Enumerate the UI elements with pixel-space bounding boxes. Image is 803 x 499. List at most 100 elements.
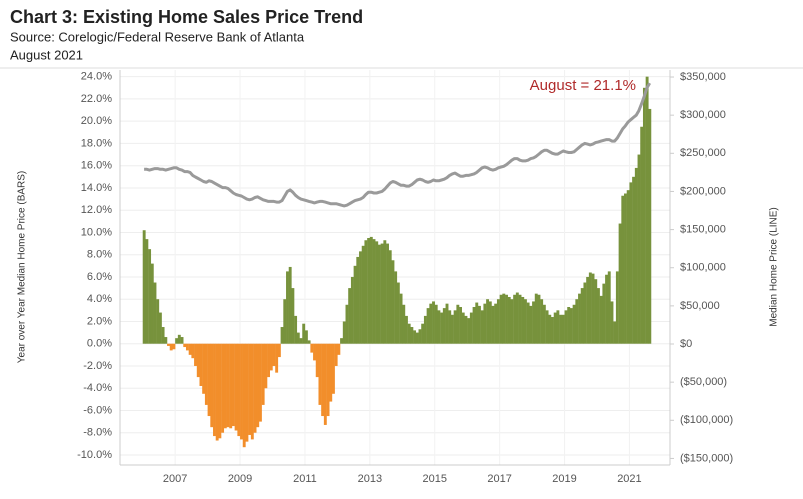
bar — [161, 327, 165, 344]
bar — [256, 343, 260, 428]
bar — [302, 323, 306, 344]
bar — [158, 312, 162, 344]
bar — [502, 293, 506, 344]
y2-axis-title: Median Home Price (LINE) — [769, 207, 780, 326]
bar — [304, 330, 308, 344]
bar — [594, 279, 598, 344]
bar — [391, 260, 395, 344]
bar — [534, 293, 538, 344]
bar — [426, 308, 430, 344]
bar — [486, 299, 490, 344]
bar — [396, 282, 400, 344]
bar — [618, 223, 622, 344]
bar — [299, 338, 303, 344]
y-tick-label: -6.0% — [83, 404, 112, 416]
bar — [258, 343, 262, 422]
y-tick-label: 2.0% — [87, 315, 112, 327]
bar — [375, 241, 379, 344]
bar — [572, 304, 576, 344]
bar — [532, 301, 535, 344]
bar — [634, 167, 638, 344]
bar — [283, 299, 287, 344]
bar — [307, 340, 311, 344]
bar — [407, 323, 411, 344]
y-axis-title: Year over Year Median Home Price (BARS) — [17, 171, 28, 364]
chart-title: Chart 3: Existing Home Sales Price Trend — [10, 7, 363, 27]
bar — [183, 343, 187, 348]
y2-tick-label: ($100,000) — [680, 414, 733, 426]
bar — [437, 310, 441, 344]
bar — [380, 243, 384, 344]
bar — [364, 240, 368, 344]
bar — [188, 343, 192, 355]
price-line — [144, 82, 651, 208]
bar — [383, 240, 387, 344]
bar — [599, 295, 603, 344]
chart-date: August 2021 — [10, 47, 83, 62]
bar — [177, 334, 181, 344]
bar — [523, 299, 527, 344]
bar — [331, 343, 335, 394]
bar — [613, 321, 617, 344]
bar — [334, 343, 338, 366]
bar — [526, 302, 530, 344]
bar — [194, 343, 197, 366]
bar — [461, 312, 465, 344]
x-tick-label: 2013 — [358, 473, 382, 485]
bar — [621, 195, 625, 344]
bar — [250, 343, 254, 440]
y-tick-label: 24.0% — [81, 71, 112, 83]
bar — [580, 288, 584, 344]
bar — [218, 343, 222, 439]
bar — [372, 239, 376, 344]
bar — [448, 310, 452, 344]
x-tick-label: 2009 — [228, 473, 252, 485]
bar — [475, 302, 479, 344]
bar — [518, 294, 522, 344]
y-tick-label: 10.0% — [81, 226, 112, 238]
bar — [642, 87, 646, 344]
bar — [248, 343, 252, 435]
bar — [483, 303, 487, 344]
bar — [440, 312, 444, 344]
bar — [223, 343, 227, 429]
bar — [291, 288, 295, 344]
bar — [588, 272, 592, 344]
x-tick-label: 2021 — [617, 473, 641, 485]
y-tick-label: 16.0% — [81, 160, 112, 172]
y-tick-label: 20.0% — [81, 115, 112, 127]
bar — [640, 126, 644, 344]
bar — [388, 250, 392, 344]
bar — [494, 303, 498, 344]
bar — [418, 329, 422, 344]
bar — [421, 323, 425, 344]
bar — [226, 343, 230, 428]
chart-subtitle: Source: Corelogic/Federal Reserve Bank o… — [10, 29, 305, 44]
y2-tick-label: $250,000 — [680, 147, 726, 159]
bar — [478, 305, 481, 344]
bar — [615, 271, 619, 344]
bar — [318, 343, 322, 405]
bar — [213, 343, 216, 437]
bar — [267, 343, 270, 378]
bar — [348, 288, 352, 344]
bar — [175, 338, 179, 344]
y-tick-label: -8.0% — [83, 427, 112, 439]
bar — [586, 276, 590, 344]
bar — [553, 312, 557, 344]
bar — [245, 343, 249, 442]
bar — [605, 274, 609, 344]
y-tick-label: 12.0% — [81, 204, 112, 216]
bar — [537, 294, 541, 344]
bar — [469, 312, 473, 344]
bar — [442, 308, 446, 344]
bar — [329, 343, 333, 402]
bar — [313, 343, 316, 361]
bar — [342, 321, 346, 344]
bar — [294, 315, 298, 344]
bar — [145, 239, 149, 344]
bar — [607, 271, 611, 344]
bar — [180, 337, 184, 344]
bar — [505, 294, 508, 344]
